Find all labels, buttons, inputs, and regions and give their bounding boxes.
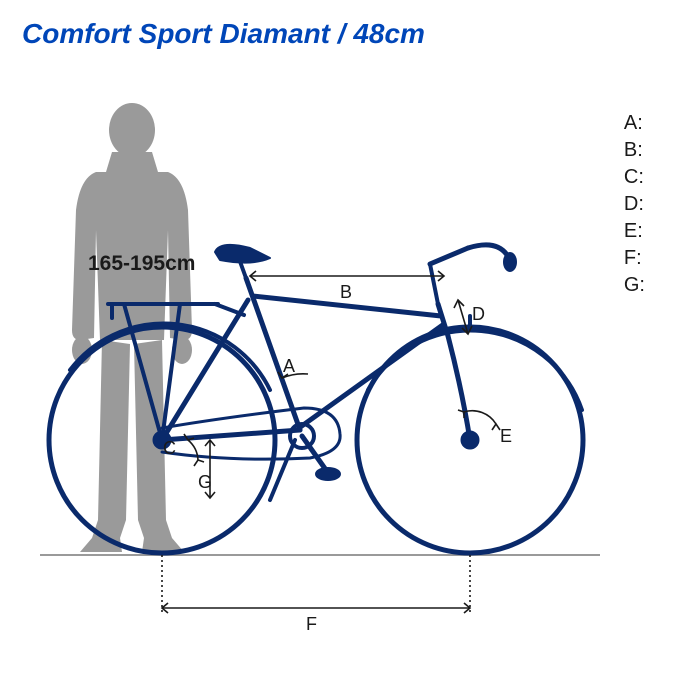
front-fender [368, 331, 582, 410]
legend-f: F: [624, 247, 645, 270]
legend-a: A: [624, 112, 645, 135]
legend-g: G: [624, 274, 645, 297]
rider-height-label: 165-195cm [88, 252, 195, 276]
dim-d: D [472, 304, 485, 325]
chain-stay [162, 430, 300, 440]
fork [448, 336, 470, 440]
bike-diagram [20, 100, 620, 680]
legend-c: C: [624, 166, 645, 189]
dim-g: G [198, 472, 212, 493]
dim-a: A [283, 356, 295, 377]
dim-b: B [340, 282, 352, 303]
dimension-lines [162, 271, 500, 613]
page-title: Comfort Sport Diamant / 48cm [22, 18, 425, 50]
down-tube [299, 324, 444, 428]
legend-b: B: [624, 139, 645, 162]
dim-e: E [500, 426, 512, 447]
legend-d: D: [624, 193, 645, 216]
legend: A: B: C: D: E: F: G: [624, 112, 645, 297]
dim-f: F [306, 614, 317, 635]
seat [215, 245, 270, 263]
dim-c: C [163, 438, 176, 459]
legend-e: E: [624, 220, 645, 243]
